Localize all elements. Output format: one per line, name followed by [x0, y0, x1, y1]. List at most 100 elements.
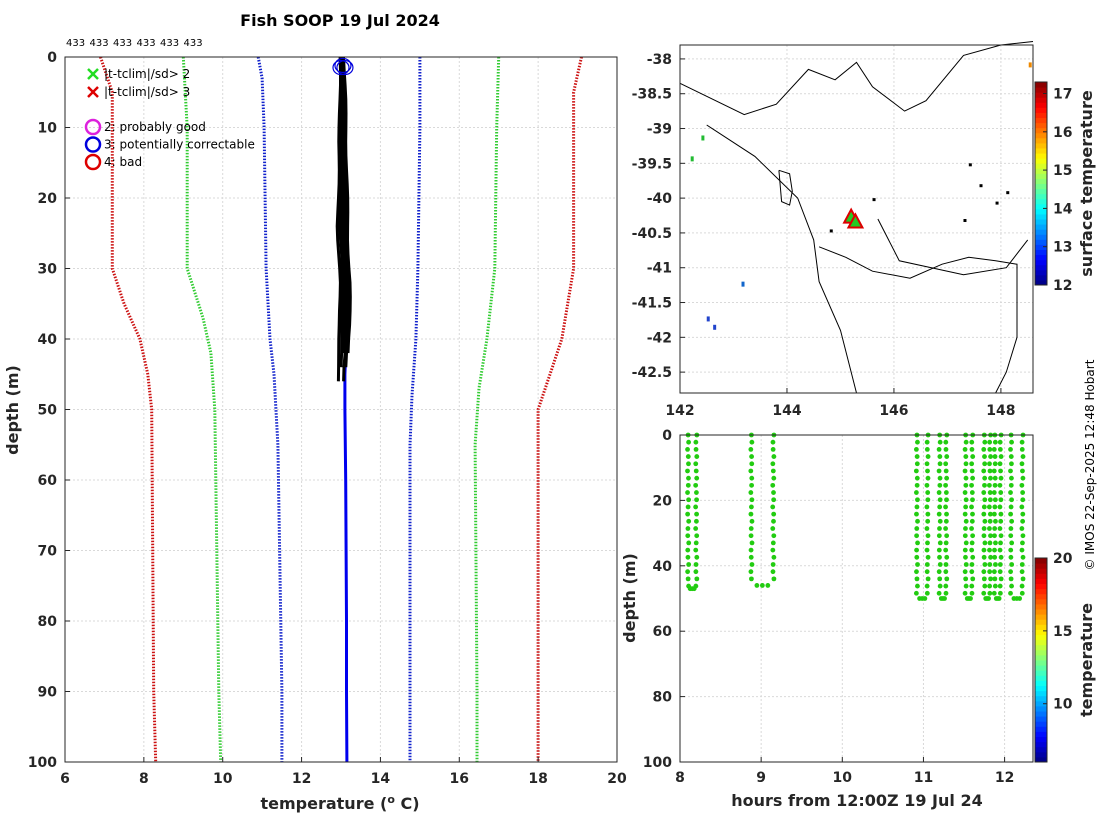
cast-dot — [1020, 554, 1026, 560]
cast-dot — [1008, 569, 1013, 575]
cast-dot — [943, 490, 949, 495]
cast-dot — [925, 576, 931, 582]
cast-dot — [685, 547, 691, 553]
cast-dot — [992, 526, 998, 531]
map-colorbar-swatch — [1035, 279, 1047, 286]
map-panel — [679, 41, 1034, 394]
cast-dot — [970, 576, 976, 582]
cast-dot — [981, 526, 987, 531]
cast-dot — [770, 504, 776, 510]
cast-dot — [937, 475, 943, 481]
map-y-tick-label: -40 — [647, 191, 673, 207]
cast-dot — [925, 518, 931, 524]
timeseries-y-tick-label: 0 — [662, 428, 672, 444]
cast-dot — [1020, 511, 1026, 517]
map-y-tick-label: -42.5 — [632, 365, 672, 381]
map-colorbar-swatch — [1035, 264, 1047, 271]
cast-dot — [924, 504, 930, 510]
cast-dot — [771, 490, 776, 495]
timeseries-x-ticks: 8 9 10 11 12 — [675, 757, 1014, 786]
cast-dot — [748, 526, 754, 531]
cast-dot — [937, 518, 943, 524]
cast-dot — [770, 526, 776, 531]
temperature-colorbar-swatch — [1035, 700, 1047, 707]
cast-dot — [913, 590, 919, 596]
profile-series-line — [181, 56, 223, 763]
cast-dot — [1008, 454, 1014, 459]
cast-dot — [969, 461, 975, 467]
cast-dot — [936, 468, 942, 474]
cast-dot — [925, 475, 931, 481]
cast-dot — [937, 497, 943, 503]
cast-dot — [694, 518, 699, 524]
cast-dot — [992, 475, 998, 481]
profile-legend: |t-tclim|/sd> 2 |t-tclim|/sd> 3 2: probabl… — [84, 67, 255, 171]
cast-dot — [765, 583, 771, 588]
cast-dot — [748, 446, 754, 452]
temperature-colorbar-swatch — [1035, 731, 1047, 737]
map-y-tick-label: -41 — [647, 261, 672, 277]
legend-circle-marker — [84, 153, 102, 171]
cast-dot — [937, 504, 943, 510]
cast-dot — [913, 446, 919, 452]
cast-dot — [991, 446, 997, 452]
cast-dot — [1009, 461, 1014, 467]
temperature-colorbar-swatch — [1035, 583, 1047, 590]
top-count-label: 433 — [90, 38, 109, 49]
cast-dot — [982, 540, 988, 546]
map-colorbar-swatch — [1035, 102, 1047, 108]
cast-dot — [987, 518, 993, 524]
cast-dot — [937, 482, 943, 488]
map-colorbar-swatch — [1035, 178, 1047, 184]
cast-dot — [969, 547, 975, 553]
map-colorbar-swatch — [1035, 208, 1047, 215]
cast-dot — [914, 482, 920, 488]
map-observation — [1028, 62, 1032, 68]
cast-dot — [936, 490, 942, 495]
cast-dot — [981, 446, 987, 452]
cast-dot — [943, 583, 949, 589]
map-colorbar-swatch — [1035, 198, 1047, 205]
cast-dot — [693, 504, 699, 510]
cast-dot — [1020, 533, 1026, 539]
cast-dot — [770, 439, 776, 445]
cast-dot — [925, 540, 930, 546]
top-count-label: 433 — [160, 38, 179, 49]
cast-dot — [969, 439, 975, 445]
cast-dot — [924, 446, 930, 452]
cast-dot — [943, 446, 949, 452]
cast-dot — [963, 540, 969, 546]
temperature-colorbar-swatch — [1035, 705, 1047, 712]
flag-circle-marker — [336, 59, 354, 76]
cast-dot — [981, 576, 987, 582]
map-x-tick-label: 146 — [879, 403, 908, 419]
map-island — [979, 184, 983, 188]
cast-dot — [988, 554, 993, 560]
cast-dot — [749, 562, 755, 567]
cast-dot — [770, 461, 776, 467]
temperature-colorbar-swatch — [1035, 644, 1047, 651]
cast-dot — [982, 562, 988, 567]
cast-dot — [694, 533, 700, 539]
top-count-label: 433 — [113, 38, 132, 49]
profile-series-line — [473, 56, 501, 762]
cast-dot — [1020, 490, 1026, 495]
legend-x-marker — [87, 86, 99, 98]
cast-dot — [988, 475, 993, 481]
cast-dot — [987, 569, 993, 575]
cast-dot — [693, 547, 699, 553]
map-bathymetry-contour — [877, 218, 1029, 276]
map-colorbar-swatch — [1035, 122, 1047, 129]
cast-dot — [981, 468, 987, 474]
cast-dot — [963, 482, 969, 488]
cast-dot — [944, 511, 949, 517]
cast-dot — [963, 576, 969, 582]
cast-dot — [771, 576, 777, 582]
temperature-colorbar-swatch — [1035, 680, 1047, 686]
cast-dot — [969, 540, 975, 546]
cast-dot — [992, 576, 998, 582]
cast-dot — [1019, 562, 1025, 567]
cast-dot — [987, 461, 992, 467]
cast-dot — [1019, 583, 1025, 589]
map-colorbar-swatch — [1035, 153, 1047, 159]
